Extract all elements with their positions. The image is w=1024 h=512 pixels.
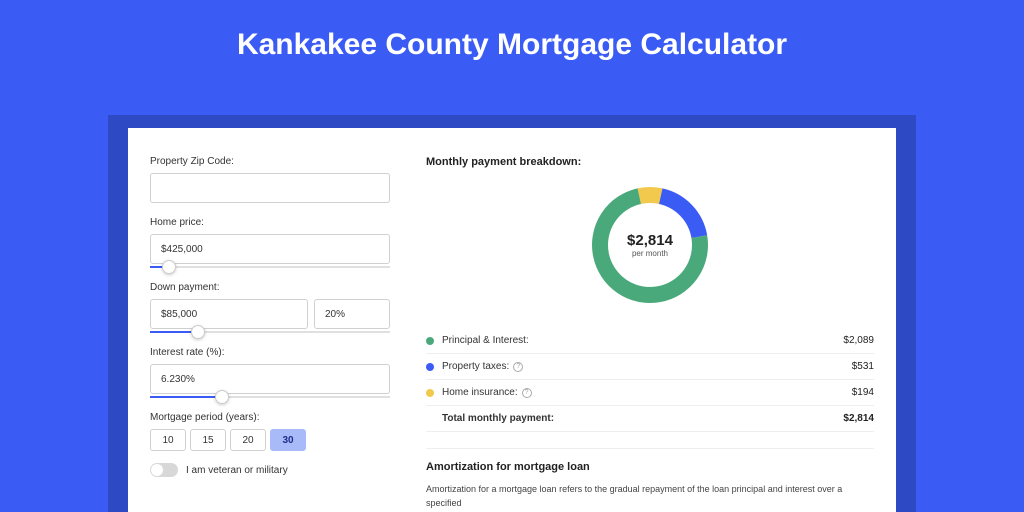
home-price-slider-thumb[interactable] (162, 260, 176, 274)
legend-label: Property taxes:? (442, 361, 852, 372)
donut-segment (661, 196, 700, 236)
page-title: Kankakee County Mortgage Calculator (0, 0, 1024, 62)
donut-sub: per month (627, 249, 673, 258)
legend-dot (426, 389, 434, 397)
veteran-toggle-knob (151, 464, 163, 476)
legend-row: Home insurance:?$194 (426, 380, 874, 406)
zip-input[interactable] (150, 173, 390, 203)
interest-rate-slider-fill (150, 396, 222, 398)
home-price-label: Home price: (150, 217, 408, 228)
zip-label: Property Zip Code: (150, 156, 408, 167)
home-price-input[interactable] (150, 234, 390, 264)
home-price-field: Home price: (150, 217, 408, 268)
legend-row: Property taxes:?$531 (426, 354, 874, 380)
period-label: Mortgage period (years): (150, 412, 408, 423)
veteran-row: I am veteran or military (150, 463, 408, 477)
interest-rate-slider-thumb[interactable] (215, 390, 229, 404)
amortization-desc: Amortization for a mortgage loan refers … (426, 483, 874, 510)
period-options: 10152030 (150, 429, 408, 451)
down-payment-label: Down payment: (150, 282, 408, 293)
donut-segment (639, 195, 660, 196)
legend-label: Home insurance:? (442, 387, 852, 398)
period-option-15[interactable]: 15 (190, 429, 226, 451)
down-payment-input[interactable] (150, 299, 308, 329)
total-label: Total monthly payment: (442, 413, 843, 424)
down-payment-slider[interactable] (150, 331, 390, 333)
zip-field: Property Zip Code: (150, 156, 408, 203)
donut-wrap: $2,814 per month (426, 180, 874, 310)
total-value: $2,814 (843, 413, 874, 424)
period-option-20[interactable]: 20 (230, 429, 266, 451)
legend-label: Principal & Interest: (442, 335, 843, 346)
legend-row: Principal & Interest:$2,089 (426, 328, 874, 354)
period-field: Mortgage period (years): 10152030 (150, 412, 408, 451)
interest-rate-label: Interest rate (%): (150, 347, 408, 358)
info-icon[interactable]: ? (513, 362, 523, 372)
input-column: Property Zip Code: Home price: Down paym… (128, 128, 408, 512)
payment-donut-chart: $2,814 per month (585, 180, 715, 310)
veteran-label: I am veteran or military (186, 465, 288, 476)
legend-value: $531 (852, 361, 874, 372)
total-row: Total monthly payment: $2,814 (426, 406, 874, 432)
period-option-10[interactable]: 10 (150, 429, 186, 451)
breakdown-title: Monthly payment breakdown: (426, 156, 874, 168)
donut-center: $2,814 per month (627, 232, 673, 258)
down-payment-slider-thumb[interactable] (191, 325, 205, 339)
legend-dot (426, 363, 434, 371)
interest-rate-slider[interactable] (150, 396, 390, 398)
interest-rate-input[interactable] (150, 364, 390, 394)
home-price-slider[interactable] (150, 266, 390, 268)
interest-rate-field: Interest rate (%): (150, 347, 408, 398)
breakdown-legend: Principal & Interest:$2,089Property taxe… (426, 328, 874, 406)
donut-amount: $2,814 (627, 232, 673, 249)
info-icon[interactable]: ? (522, 388, 532, 398)
legend-dot (426, 337, 434, 345)
period-option-30[interactable]: 30 (270, 429, 306, 451)
down-payment-field: Down payment: (150, 282, 408, 333)
veteran-toggle[interactable] (150, 463, 178, 477)
breakdown-column: Monthly payment breakdown: $2,814 per mo… (408, 128, 896, 512)
down-payment-pct-input[interactable] (314, 299, 390, 329)
calculator-card: Property Zip Code: Home price: Down paym… (128, 128, 896, 512)
legend-value: $194 (852, 387, 874, 398)
legend-value: $2,089 (843, 335, 874, 346)
amortization-title: Amortization for mortgage loan (426, 448, 874, 473)
